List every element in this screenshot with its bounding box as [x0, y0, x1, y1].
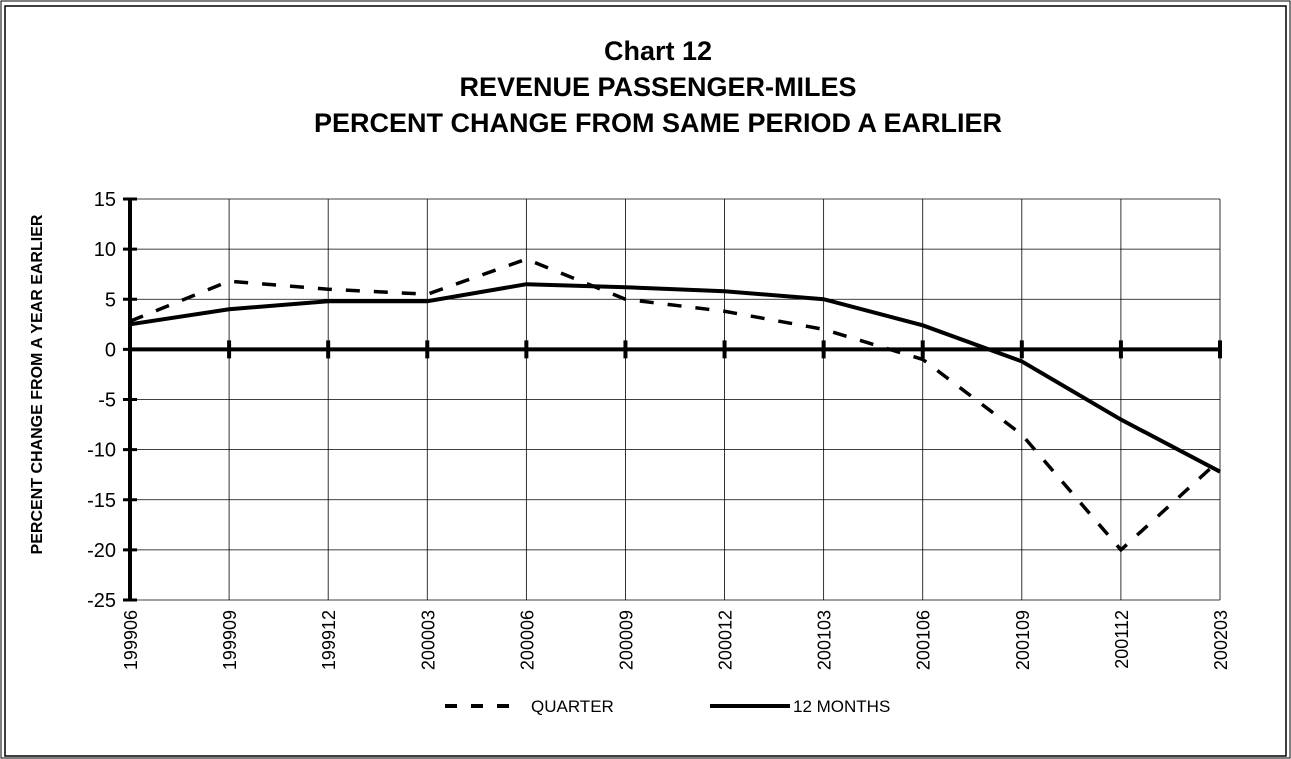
x-tick-label: 200006 — [517, 610, 537, 670]
x-tick-label: 200109 — [1013, 610, 1033, 670]
x-tick-label: 199909 — [220, 610, 240, 670]
y-tick-label: 10 — [94, 239, 116, 261]
x-tick-label: 200112 — [1112, 610, 1132, 669]
x-tick-label: 199912 — [319, 610, 339, 670]
x-tick-label: 200106 — [914, 610, 934, 670]
y-tick-label: -25 — [87, 590, 116, 612]
x-tick-label: 200103 — [815, 610, 835, 670]
x-tick-label: 200203 — [1211, 610, 1231, 670]
x-tick-label: 199906 — [121, 610, 141, 670]
chart-title: Chart 12 — [604, 36, 712, 66]
y-tick-label: -10 — [87, 440, 116, 462]
y-tick-label: -20 — [87, 540, 116, 562]
series-line — [129, 257, 1222, 553]
x-tick-label: 200003 — [418, 610, 438, 670]
y-tick-label: -15 — [87, 490, 116, 512]
y-axis-label: PERCENT CHANGE FROM A YEAR EARLIER — [29, 214, 46, 554]
chart-title: REVENUE PASSENGER-MILES — [459, 72, 856, 102]
chart-title: PERCENT CHANGE FROM SAME PERIOD A EARLIE… — [314, 108, 1002, 138]
y-tick-label: 5 — [105, 289, 116, 311]
series-line — [129, 282, 1221, 474]
legend-label: QUARTER — [531, 697, 614, 716]
inner-frame — [4, 5, 1287, 757]
x-tick-label: 200009 — [616, 610, 636, 670]
x-tick-label: 200012 — [716, 610, 736, 670]
y-tick-label: 15 — [94, 189, 116, 211]
legend-label: 12 MONTHS — [793, 697, 890, 716]
y-tick-label: -5 — [98, 390, 116, 412]
y-tick-label: 0 — [105, 339, 116, 361]
